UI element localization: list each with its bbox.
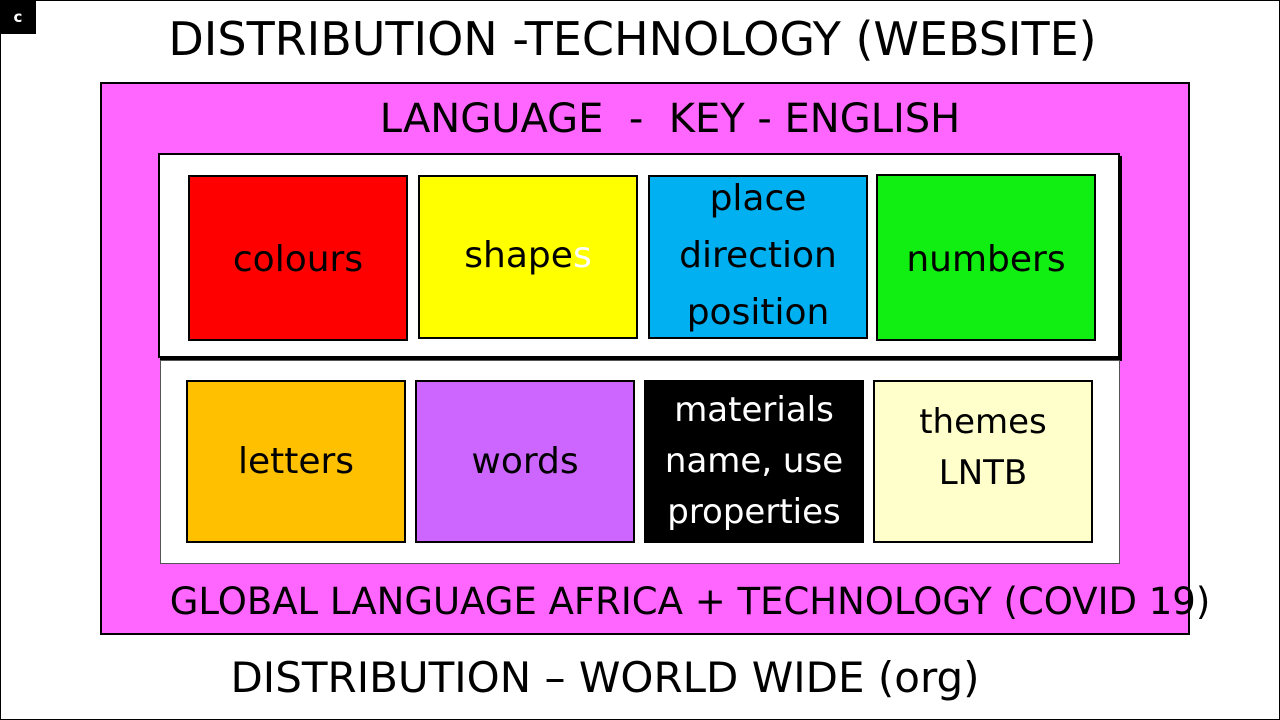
box-letters: letters (186, 380, 406, 543)
box-place-line-2: direction (679, 234, 837, 276)
box-colours-label: colours (232, 239, 364, 281)
box-place-line-1: place (709, 177, 807, 219)
box-materials-line-3: properties (667, 492, 841, 532)
corner-label: c (0, 0, 36, 34)
box-materials: materials name, use properties (644, 380, 864, 543)
box-place-direction-position: place direction position (648, 175, 868, 339)
box-place-lines: place direction position (679, 170, 837, 341)
box-themes: themes LNTB (873, 380, 1093, 543)
box-themes-line-2: LNTB (938, 452, 1028, 493)
box-themes-line-1: themes (919, 401, 1047, 442)
distribution-footer: DISTRIBUTION – WORLD WIDE (org) (230, 653, 980, 702)
box-words: words (415, 380, 635, 543)
global-language-footer: GLOBAL LANGUAGE AFRICA + TECHNOLOGY (COV… (169, 580, 1211, 623)
box-themes-lines: themes LNTB (919, 397, 1047, 499)
box-materials-line-2: name, use (664, 441, 844, 481)
box-shapes: shapes (418, 175, 638, 339)
box-materials-lines: materials name, use properties (665, 385, 843, 538)
box-words-label: words (471, 440, 579, 482)
slide-title: DISTRIBUTION -TECHNOLOGY (WEBSITE) (168, 12, 1097, 66)
box-numbers: numbers (876, 174, 1096, 341)
box-shapes-label-main: shape (464, 235, 573, 277)
box-place-line-3: position (686, 291, 830, 333)
box-materials-line-1: materials (674, 390, 834, 430)
box-shapes-label-tail: s (572, 235, 592, 277)
box-colours: colours (188, 175, 408, 341)
box-letters-label: letters (237, 440, 355, 482)
box-numbers-label: numbers (906, 238, 1066, 280)
language-key-heading: LANGUAGE - KEY - ENGLISH (379, 96, 961, 142)
box-shapes-label: shapes (464, 228, 591, 284)
